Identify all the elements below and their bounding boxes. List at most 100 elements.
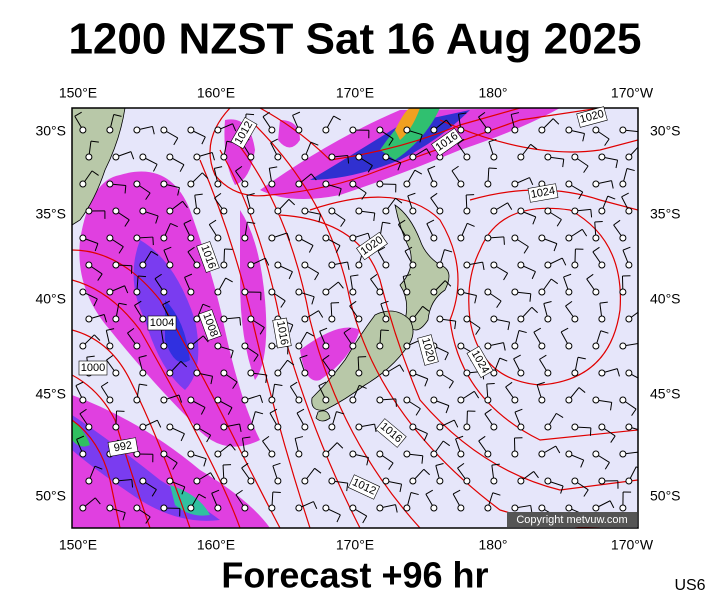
barb-station (457, 342, 465, 350)
barb-feather (503, 342, 506, 351)
barb-station (463, 369, 471, 377)
barb-station (349, 234, 357, 242)
barb-feather (556, 412, 564, 419)
isobar-label-box (347, 474, 381, 500)
barb-station (517, 369, 525, 377)
barb-station (349, 450, 357, 458)
barb-station (301, 477, 309, 485)
barb-feather (359, 384, 367, 389)
isobar-label-box (356, 231, 388, 261)
barb-station (544, 261, 552, 269)
barb-station (490, 315, 498, 323)
barb-feather (232, 123, 237, 132)
barb-feather (410, 492, 419, 496)
barb-feather (306, 331, 315, 337)
barb-station (220, 207, 228, 215)
barb-feather (496, 300, 502, 308)
chart-code: US6 (674, 577, 705, 594)
barb-feather (622, 246, 631, 251)
barb-station (220, 369, 228, 377)
barb-feather (382, 221, 391, 225)
barb-feather (488, 138, 497, 143)
barb-feather (615, 160, 619, 169)
barb-feather (173, 137, 179, 146)
barb-station (625, 423, 633, 431)
barb-feather (318, 214, 322, 223)
barb-station (376, 504, 384, 512)
barb-feather (211, 489, 220, 494)
barb-station (538, 396, 546, 404)
barb-station (463, 153, 471, 161)
barb-feather (642, 431, 644, 439)
lat-label: 50°S (650, 488, 681, 504)
lat-label: 45°S (35, 386, 66, 402)
barb-feather (138, 355, 147, 358)
isobar-label: 1016 (196, 241, 220, 273)
barb-station (268, 180, 276, 188)
barb-station (85, 423, 93, 431)
forecast-label: Forecast +96 hr (221, 555, 488, 596)
barb-feather (604, 462, 610, 470)
barb-feather (178, 394, 183, 403)
barb-feather (79, 408, 87, 415)
barb-feather (270, 138, 278, 144)
barb-station (382, 315, 390, 323)
lon-label: 180° (479, 537, 508, 553)
barb-feather (210, 376, 214, 385)
barb-station (328, 207, 336, 215)
barb-station (409, 315, 417, 323)
barb-station (106, 504, 114, 512)
barb-station (328, 369, 336, 377)
barb-feather (90, 140, 99, 143)
barb-feather (265, 374, 268, 383)
barb-station (85, 315, 93, 323)
barb-station (517, 153, 525, 161)
barb-station (187, 234, 195, 242)
barb-feather (552, 118, 560, 125)
barb-feather (444, 280, 452, 287)
barb-station (241, 288, 249, 296)
lat-label: 40°S (35, 291, 66, 307)
barb-station (403, 234, 411, 242)
barb-station (106, 288, 114, 296)
barb-feather (202, 335, 209, 343)
barb-station (112, 477, 120, 485)
barb-feather (124, 285, 129, 294)
barb-station (301, 207, 309, 215)
barb-feather (187, 246, 195, 253)
barb-station (538, 450, 546, 458)
barb-feather (444, 249, 453, 253)
barb-station (619, 450, 627, 458)
barb-station (403, 288, 411, 296)
barb-station (295, 450, 303, 458)
map-area (72, 108, 644, 528)
barb-station (166, 369, 174, 377)
lat-label: 35°S (35, 206, 66, 222)
barb-feather (478, 111, 486, 118)
barb-feather (604, 138, 610, 146)
barb-feather (201, 172, 209, 179)
isobar-label: 1024 (527, 183, 559, 203)
barb-feather (239, 423, 242, 432)
barb-station (571, 369, 579, 377)
barb-feather (583, 165, 589, 173)
barb-feather (613, 219, 621, 226)
barb-station (214, 288, 222, 296)
barb-station (592, 504, 600, 512)
barb-station (382, 477, 390, 485)
isobar-label-box (466, 345, 494, 379)
barb-feather (451, 165, 459, 172)
barb-feather (269, 408, 278, 414)
barb-station (571, 477, 579, 485)
barb-feather (74, 111, 82, 117)
barb-feather (531, 271, 536, 280)
barb-feather (610, 402, 613, 411)
barb-feather (407, 192, 416, 197)
barb-feather (453, 419, 459, 428)
barb-feather (295, 436, 304, 439)
barb-feather (421, 455, 424, 464)
barb-station (376, 288, 384, 296)
barb-feather (210, 472, 216, 480)
barb-station (592, 180, 600, 188)
barb-station (139, 153, 147, 161)
